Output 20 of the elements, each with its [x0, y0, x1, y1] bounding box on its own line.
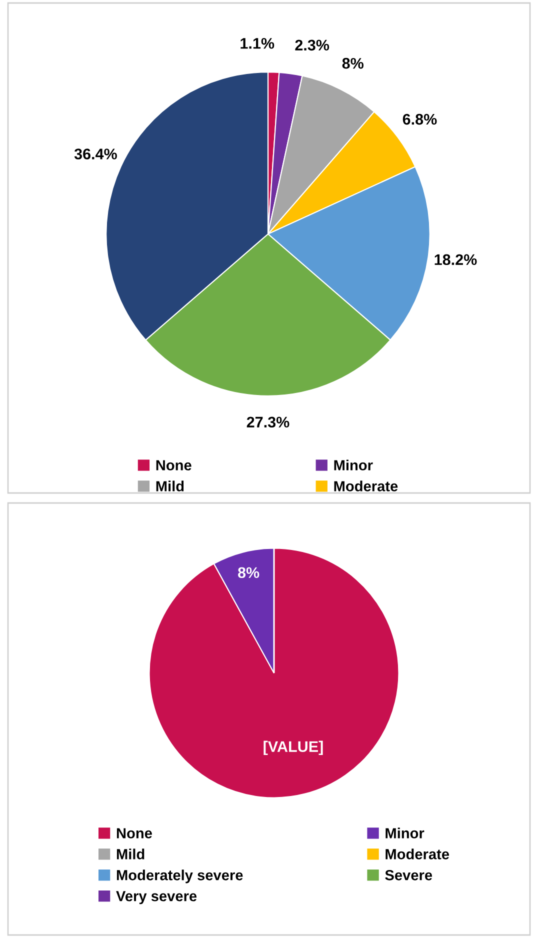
legend-label: None	[156, 460, 192, 470]
data-label: 27.3%	[246, 416, 290, 428]
legend-label: Minor	[386, 828, 424, 838]
data-label: 2.3%	[295, 40, 330, 51]
legend-label: None	[116, 828, 152, 838]
data-label: 36.4%	[74, 148, 117, 160]
data-label: 8%	[342, 58, 364, 69]
data-label: 8%	[238, 567, 260, 578]
legend-label: Moderate	[334, 480, 398, 492]
data-label: 1.1%	[240, 38, 274, 49]
data-label: [VALUE]	[264, 740, 323, 756]
legend-label: Minor	[334, 460, 373, 470]
legend-label: Moderate	[386, 848, 450, 860]
legend-label: Moderately severe	[116, 870, 243, 884]
legend-label: Mild	[156, 480, 184, 492]
legend-label: Severe	[385, 870, 432, 880]
legend-label: Very severe	[116, 891, 197, 904]
data-label: 6.8%	[402, 114, 437, 125]
legend-label: Mild	[116, 848, 144, 860]
data-label: 18.2%	[434, 254, 477, 266]
